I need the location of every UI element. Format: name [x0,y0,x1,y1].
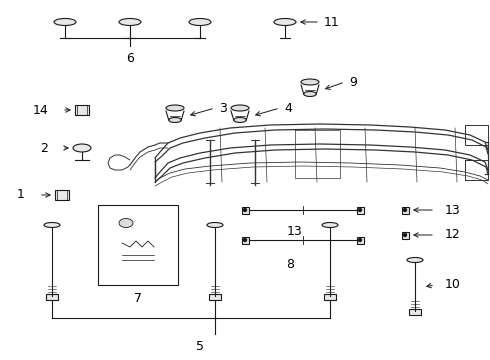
Bar [46,294,58,300]
Bar [401,207,409,213]
Circle shape [359,238,362,242]
Ellipse shape [407,257,423,262]
Circle shape [244,208,246,211]
Ellipse shape [234,117,246,122]
Text: 8: 8 [286,258,294,271]
Text: 11: 11 [324,15,340,28]
Ellipse shape [207,222,223,228]
Ellipse shape [231,105,249,111]
Text: 14: 14 [32,104,48,117]
Text: 5: 5 [196,340,204,353]
Text: 1: 1 [17,189,25,202]
Ellipse shape [54,18,76,26]
Circle shape [403,208,407,211]
Text: 10: 10 [445,279,461,292]
Ellipse shape [44,222,60,228]
Ellipse shape [304,91,317,96]
Bar [357,207,364,213]
Ellipse shape [166,105,184,111]
Ellipse shape [274,18,296,26]
Text: 12: 12 [445,229,461,242]
Bar [242,207,248,213]
Circle shape [244,238,246,242]
Ellipse shape [73,144,91,152]
Bar [75,105,89,115]
Text: 13: 13 [445,203,461,216]
Bar [55,190,69,200]
Ellipse shape [119,219,133,228]
Circle shape [403,234,407,237]
Text: 9: 9 [349,76,357,89]
Bar [401,231,409,238]
Text: 13: 13 [287,225,303,238]
Text: 4: 4 [284,102,292,114]
Circle shape [359,208,362,211]
Bar [209,294,221,300]
Ellipse shape [301,79,319,85]
Bar [98,205,178,285]
Ellipse shape [322,222,338,228]
Bar [324,294,336,300]
Text: 2: 2 [40,141,48,154]
Ellipse shape [119,18,141,26]
Ellipse shape [169,117,181,122]
Text: 7: 7 [134,292,142,305]
Bar [242,237,248,243]
Bar [357,237,364,243]
Ellipse shape [189,18,211,26]
Text: 6: 6 [126,52,134,65]
Text: 3: 3 [219,102,227,114]
Bar [409,309,421,315]
